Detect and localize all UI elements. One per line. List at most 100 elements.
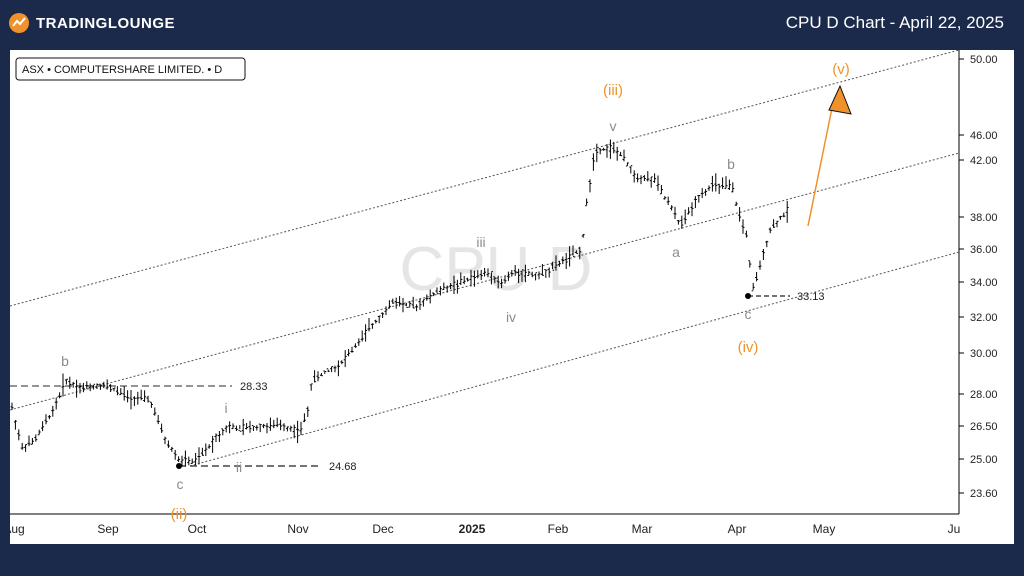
ohlc-bar (126, 390, 130, 403)
ohlc-bar (350, 346, 354, 353)
level-dot-2468 (176, 463, 182, 469)
price-tick-label: 38.00 (970, 212, 998, 224)
wave-label-v: (v) (832, 61, 850, 78)
ohlc-bar (707, 185, 711, 191)
ohlc-bar (469, 269, 473, 287)
logo-icon (9, 13, 29, 33)
ohlc-bar (554, 255, 558, 271)
ohlc-bar (360, 330, 364, 342)
ohlc-bar (156, 414, 160, 425)
ohlc-bar (353, 343, 357, 348)
ohlc-bar (778, 215, 782, 220)
price-tick-label: 25.00 (970, 454, 998, 466)
ohlc-bar (731, 182, 735, 193)
ohlc-bar (245, 423, 249, 430)
ohlc-bar (721, 177, 725, 189)
ohlc-bar (527, 270, 531, 276)
ohlc-bar (149, 401, 153, 408)
ohlc-bar (782, 212, 786, 218)
ohlc-bar (517, 268, 521, 284)
projection-arrow-line (807, 107, 833, 227)
ohlc-bar (639, 175, 643, 185)
page-title: CPU D Chart - April 22, 2025 (785, 13, 1004, 32)
ohlc-bar (268, 417, 272, 431)
ohlc-bar (296, 420, 300, 444)
ohlc-bar (122, 386, 126, 401)
ohlc-bar (724, 176, 728, 189)
ohlc-bar (704, 189, 708, 196)
ohlc-bar (194, 453, 198, 466)
price-tick-label: 42.00 (970, 155, 998, 167)
ohlc-bar (428, 289, 432, 304)
channel-lower-line (189, 251, 960, 467)
ohlc-bar (75, 379, 79, 398)
ohlc-bar (370, 323, 374, 329)
price-tick-label: 26.50 (970, 421, 998, 433)
ohlc-bar (132, 396, 136, 406)
ohlc-bar (316, 371, 320, 382)
ohlc-bar (204, 443, 208, 456)
ohlc-bar (659, 185, 663, 195)
ohlc-bar (17, 429, 21, 441)
ohlc-bar (30, 438, 34, 445)
ohlc-bar (690, 202, 694, 217)
ohlc-bar (54, 397, 58, 410)
ohlc-bar (112, 387, 116, 392)
ohlc-bar (506, 271, 510, 281)
ohlc-bar (224, 425, 228, 433)
ohlc-bar (95, 383, 99, 389)
ohlc-bar (697, 195, 701, 203)
ohlc-bar (190, 458, 194, 464)
ohlc-bar (785, 201, 789, 223)
ohlc-bar (81, 382, 85, 393)
ohlc-bar (330, 366, 334, 373)
price-chart[interactable]: CPU D 28.33 24.68 33.13 (iii) (iv) (v) (… (3, 49, 1014, 544)
ohlc-bar (302, 413, 306, 423)
time-tick-label: Aug (10, 522, 25, 536)
ohlc-bar (258, 423, 262, 433)
ohlc-bar (741, 219, 745, 234)
level-label-2468: 24.68 (329, 461, 357, 473)
ohlc-bar (544, 269, 548, 278)
ohlc-bar (775, 220, 779, 228)
ohlc-bar (221, 428, 225, 436)
ohlc-bar (486, 268, 490, 278)
ohlc-bar (738, 207, 742, 222)
ohlc-bar (435, 287, 439, 295)
ohlc-bar (228, 421, 232, 434)
ohlc-bar (476, 270, 480, 279)
ohlc-bar (625, 162, 629, 167)
ohlc-bar (217, 431, 221, 442)
ohlc-bar (761, 249, 765, 260)
wave-label-iii: (iii) (603, 82, 623, 99)
ohlc-bar (605, 144, 609, 158)
ohlc-bar (636, 173, 640, 183)
price-tick-label: 50.00 (970, 54, 998, 66)
ohlc-bar (768, 227, 772, 234)
projection-arrow-head (828, 84, 852, 115)
ohlc-bar (493, 276, 497, 284)
ohlc-bar (285, 426, 289, 432)
ohlc-bar (183, 450, 187, 467)
chart-area[interactable]: CPU D 28.33 24.68 33.13 (iii) (iv) (v) (… (3, 49, 1014, 544)
watermark: CPU D (400, 235, 593, 304)
ohlc-bar (289, 425, 293, 432)
ohlc-bar (200, 447, 204, 456)
ohlc-bar (211, 435, 215, 453)
ohlc-bar (143, 390, 147, 402)
ohlc-bar (381, 312, 385, 318)
ohlc-bar (10, 402, 14, 410)
brand-name: TRADINGLOUNGE (36, 14, 175, 32)
ohlc-bar (139, 389, 143, 401)
ohlc-bar (265, 423, 269, 434)
ohlc-bar (71, 381, 75, 388)
level-label-2833: 28.33 (240, 381, 268, 393)
wave-label-c-left: c (177, 476, 184, 492)
ohlc-bar (612, 141, 616, 154)
ohlc-bar (41, 421, 45, 432)
ohlc-bar (251, 425, 255, 431)
ohlc-bar (153, 407, 157, 416)
ohlc-bar (275, 417, 279, 428)
ohlc-bar (472, 270, 476, 287)
ohlc-bar (241, 418, 245, 436)
